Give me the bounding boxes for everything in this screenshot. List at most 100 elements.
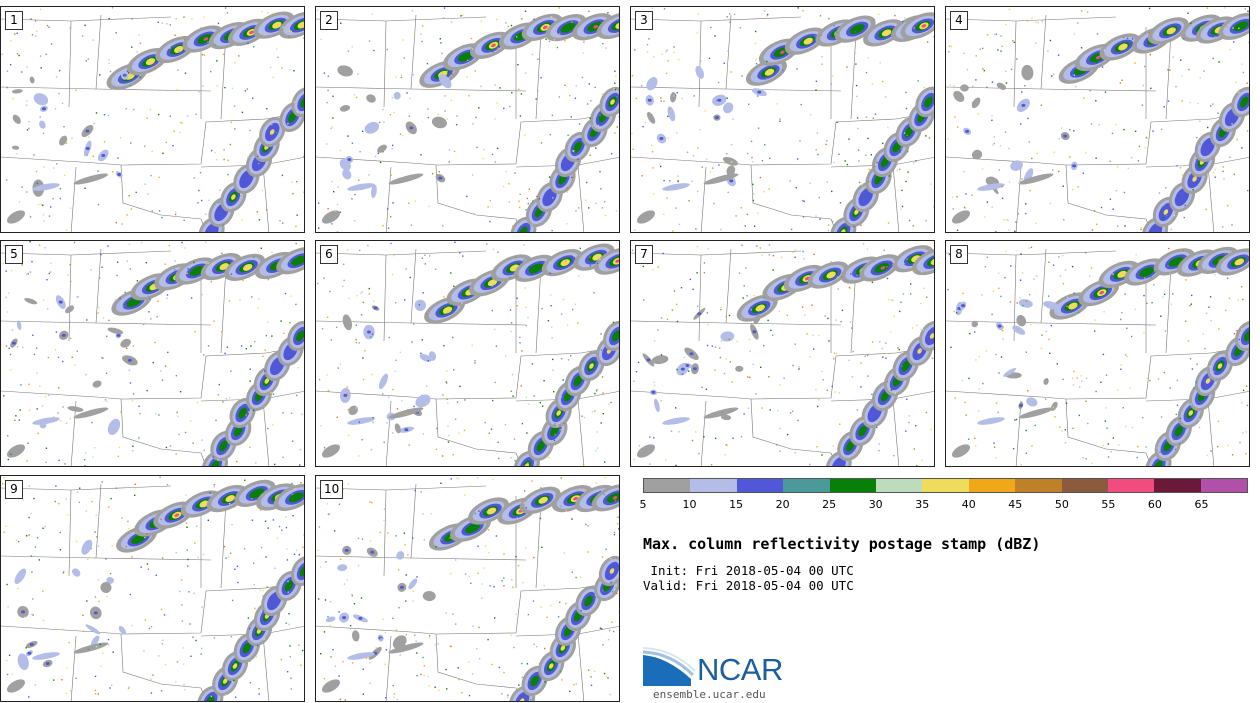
reflectivity-speckle [33,353,36,356]
reflectivity-blob [858,425,867,437]
reflectivity-speckle [296,214,298,216]
reflectivity-blob [101,153,106,157]
reflectivity-speckle [98,306,100,309]
reflectivity-speckle [1064,429,1066,431]
reflectivity-speckle [665,459,667,461]
reflectivity-speckle [953,85,955,87]
map-panel-4: 4 [945,6,1250,233]
reflectivity-speckle [290,30,292,33]
reflectivity-speckle [420,33,422,35]
reflectivity-speckle [1048,338,1050,341]
reflectivity-speckle [1209,365,1211,368]
reflectivity-speckle [998,169,1001,171]
reflectivity-speckle [286,559,289,561]
reflectivity-speckle [660,317,663,319]
colorbar-segment [968,479,1016,492]
reflectivity-speckle [1123,128,1125,131]
reflectivity-speckle [1090,123,1093,125]
reflectivity-speckle [317,598,320,600]
reflectivity-speckle [323,277,325,279]
reflectivity-speckle [104,399,107,401]
reflectivity-speckle [405,574,407,576]
reflectivity-blob [342,314,353,331]
reflectivity-speckle [446,382,448,384]
reflectivity-speckle [846,163,849,166]
map-panel-7: 7 [630,240,935,467]
reflectivity-speckle [556,425,559,427]
reflectivity-speckle [150,174,152,177]
reflectivity-speckle [1152,130,1154,132]
reflectivity-speckle [269,485,271,487]
reflectivity-speckle [343,279,345,282]
reflectivity-speckle [159,476,161,478]
reflectivity-speckle [667,60,669,62]
reflectivity-speckle [732,118,734,120]
reflectivity-speckle [70,280,73,283]
reflectivity-speckle [1231,454,1234,456]
reflectivity-speckle [896,169,898,171]
reflectivity-speckle [779,427,781,430]
reflectivity-speckle [456,115,458,117]
reflectivity-speckle [1210,319,1212,322]
reflectivity-speckle [678,223,681,226]
reflectivity-speckle [201,293,203,296]
reflectivity-speckle [723,62,725,64]
reflectivity-speckle [192,442,194,444]
reflectivity-speckle [36,408,38,410]
reflectivity-speckle [886,277,889,280]
reflectivity-speckle [514,460,516,462]
reflectivity-speckle [867,375,869,377]
reflectivity-speckle [1085,251,1087,254]
reflectivity-blob [85,129,90,133]
reflectivity-speckle [184,431,187,434]
reflectivity-speckle [10,269,13,272]
reflectivity-speckle [910,293,912,295]
reflectivity-speckle [129,268,131,270]
reflectivity-blob [107,418,121,435]
reflectivity-speckle [757,212,759,214]
reflectivity-speckle [491,153,494,156]
reflectivity-speckle [1000,50,1002,52]
reflectivity-speckle [602,589,604,592]
reflectivity-speckle [1241,147,1243,149]
reflectivity-speckle [975,445,977,447]
reflectivity-speckle [75,540,78,542]
reflectivity-speckle [416,675,418,677]
reflectivity-blob [32,652,60,660]
reflectivity-speckle [400,76,403,79]
reflectivity-speckle [327,89,329,92]
reflectivity-speckle [199,171,202,174]
reflectivity-speckle [61,232,62,233]
reflectivity-speckle [660,165,662,168]
reflectivity-speckle [92,39,94,41]
reflectivity-speckle [158,113,160,116]
reflectivity-speckle [569,94,571,97]
reflectivity-speckle [1150,87,1152,89]
reflectivity-speckle [726,97,728,99]
reflectivity-speckle [299,448,302,451]
reflectivity-speckle [1173,214,1175,217]
reflectivity-speckle [421,257,423,259]
reflectivity-speckle [75,89,77,91]
reflectivity-speckle [443,345,445,347]
reflectivity-speckle [1170,303,1172,305]
reflectivity-blob [528,263,544,274]
reflectivity-speckle [382,225,384,227]
reflectivity-speckle [184,505,187,507]
reflectivity-speckle [293,553,296,555]
reflectivity-speckle [267,617,270,619]
reflectivity-speckle [182,647,184,649]
reflectivity-speckle [720,340,723,342]
reflectivity-speckle [247,617,250,619]
reflectivity-speckle [129,84,132,87]
reflectivity-speckle [53,415,55,418]
reflectivity-speckle [192,636,194,638]
reflectivity-speckle [518,206,521,209]
reflectivity-speckle [191,18,193,20]
reflectivity-speckle [155,574,157,576]
reflectivity-speckle [1226,26,1228,28]
reflectivity-speckle [876,422,878,424]
reflectivity-speckle [637,361,640,364]
reflectivity-speckle [1061,127,1063,129]
reflectivity-speckle [688,370,690,372]
